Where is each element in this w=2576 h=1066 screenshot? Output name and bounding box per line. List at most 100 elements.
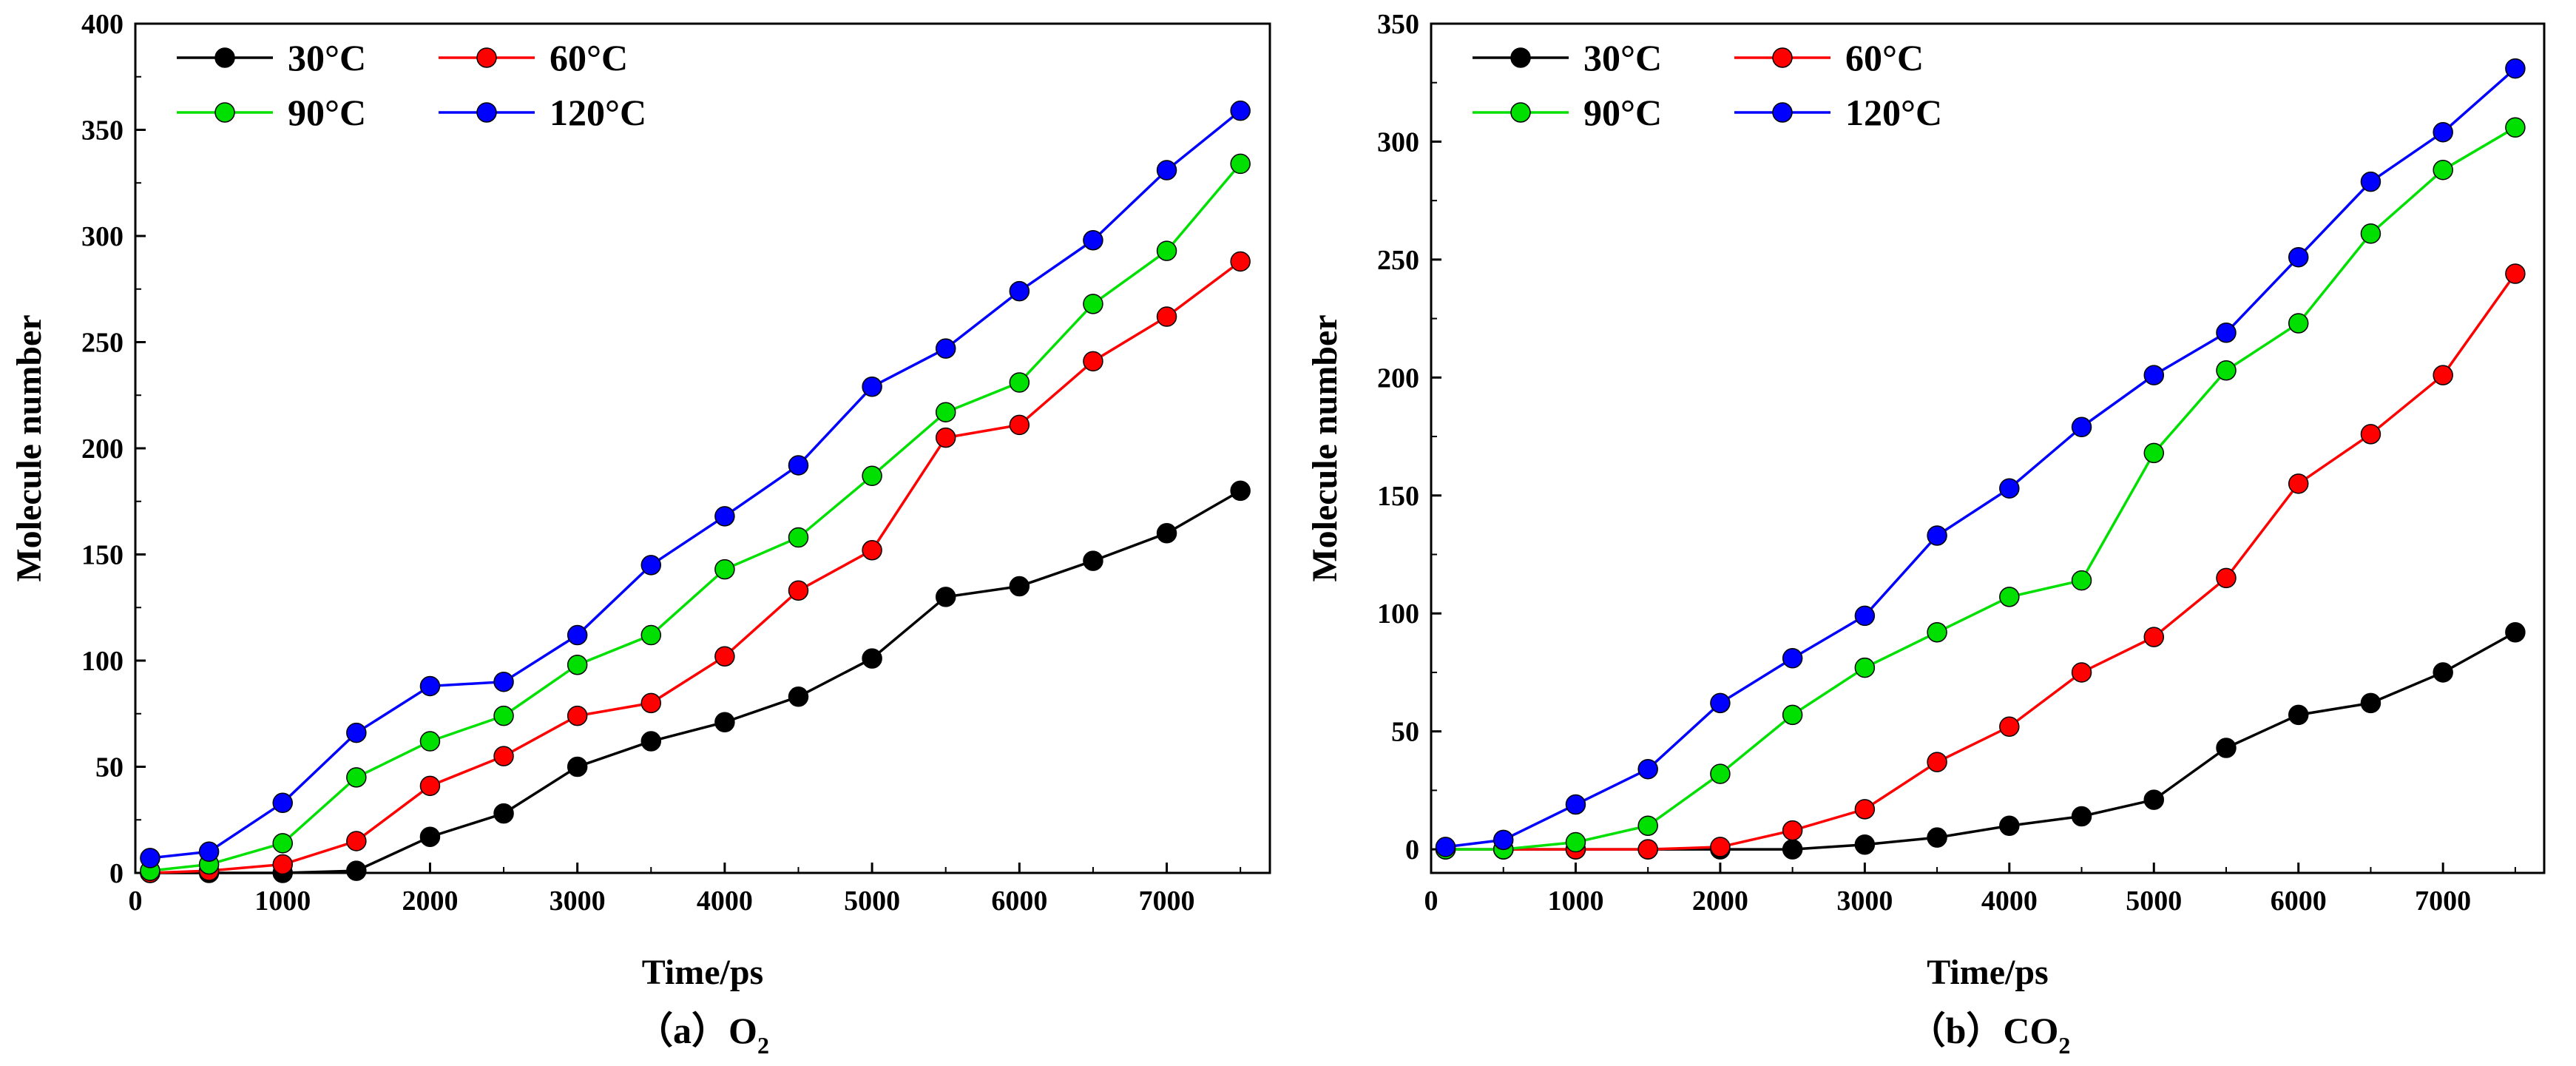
data-point: [1927, 752, 1947, 772]
legend-item: 120°C: [439, 92, 646, 133]
data-point: [862, 377, 882, 397]
data-point: [2071, 662, 2092, 683]
legend-marker: [214, 102, 235, 123]
data-point: [862, 648, 882, 669]
x-tick-label: 3000: [550, 885, 606, 917]
y-tick-label: 350: [81, 115, 124, 146]
data-point: [1156, 160, 1177, 181]
legend-label: 90°C: [1583, 92, 1662, 133]
series-line: [149, 109, 1242, 860]
data-point: [272, 833, 293, 854]
data-point: [2288, 246, 2309, 268]
chart-panel-a: 0 1000 2000 3000 4000 5000 6000 7000 0 50 100 150 20…: [10, 9, 1271, 1059]
data-point: [1009, 372, 1030, 393]
data-point: [1854, 605, 1876, 627]
data-point: [862, 540, 882, 561]
data-point: [1083, 229, 1103, 251]
data-point: [1854, 799, 1876, 820]
x-tick-label: 0: [1424, 885, 1439, 917]
data-point: [2071, 806, 2092, 827]
data-point: [493, 803, 514, 824]
data-point: [1435, 837, 1456, 857]
data-point: [1156, 240, 1177, 261]
legend-item: 90°C: [177, 92, 366, 133]
data-point: [1230, 251, 1251, 272]
data-point: [1230, 480, 1251, 502]
y-tick-label: 250: [1377, 245, 1419, 276]
data-point: [1230, 100, 1251, 121]
data-point: [2288, 313, 2309, 334]
data-point: [2143, 365, 2165, 385]
data-point: [788, 527, 809, 548]
x-tick-label: 0: [129, 885, 143, 917]
data-point: [2360, 171, 2381, 192]
data-point: [1927, 525, 1947, 546]
y-tick-label: 150: [81, 540, 124, 571]
data-point: [1083, 550, 1103, 571]
data-point: [2216, 322, 2237, 343]
data-point: [1710, 692, 1731, 714]
data-point: [1927, 621, 1947, 643]
data-point: [493, 671, 514, 692]
series-line: [149, 489, 1242, 874]
data-point: [1156, 306, 1177, 327]
data-point: [419, 675, 441, 697]
data-point: [2505, 263, 2526, 284]
x-tick-label: 4000: [1981, 885, 2038, 917]
data-point: [1927, 827, 1947, 848]
data-point: [419, 775, 441, 797]
data-point: [1999, 716, 2020, 738]
y-tick-label: 0: [109, 858, 124, 889]
y-axis-title: Molecule number: [10, 314, 49, 581]
data-point: [1156, 523, 1177, 544]
data-point: [788, 580, 809, 601]
data-point: [714, 712, 735, 732]
data-point: [640, 692, 662, 714]
data-point: [493, 746, 514, 766]
legend-label: 120°C: [550, 92, 646, 133]
data-point: [640, 624, 662, 646]
legend-item: 120°C: [1734, 92, 1942, 133]
data-point: [1782, 820, 1803, 841]
series-line: [1445, 67, 2517, 849]
x-tick-label: 2000: [1692, 885, 1748, 917]
data-point: [2505, 621, 2526, 643]
legend-marker: [1510, 47, 1531, 68]
data-point: [2505, 117, 2526, 138]
data-point: [935, 587, 956, 607]
y-tick-label: 200: [1377, 362, 1419, 394]
legend-item: 60°C: [1734, 37, 1924, 78]
data-point: [272, 792, 293, 814]
data-point: [2288, 704, 2309, 726]
data-point: [2360, 424, 2381, 445]
legend-marker: [476, 47, 497, 68]
data-point: [2071, 416, 2092, 438]
data-point: [346, 831, 367, 851]
data-point: [2505, 58, 2526, 79]
data-point: [1999, 478, 2020, 499]
data-point: [1637, 758, 1658, 780]
data-point: [1710, 837, 1731, 857]
plot-frame: [134, 22, 1271, 874]
x-tick-label: 7000: [1139, 885, 1195, 917]
data-point: [1009, 576, 1030, 597]
x-tick-label: 5000: [2126, 885, 2182, 917]
data-point: [1230, 153, 1251, 175]
caption-species: CO: [2003, 1010, 2058, 1051]
data-point: [567, 756, 588, 777]
y-tick-label: 100: [81, 646, 124, 677]
legend-marker: [1772, 102, 1793, 123]
data-point: [567, 654, 588, 675]
data-point: [2216, 360, 2237, 381]
panel-label: （b）: [1909, 1010, 2004, 1051]
chart-panel-b: 0 1000 2000 3000 4000 5000 6000 7000 0 50 100 150 20…: [1305, 9, 2546, 1059]
caption-subscript: 2: [757, 1032, 769, 1059]
data-point: [935, 338, 956, 359]
data-point: [1009, 280, 1030, 302]
x-tick-label: 2000: [402, 885, 458, 917]
data-point: [935, 427, 956, 448]
legend-marker: [214, 47, 235, 68]
y-tick-label: 250: [81, 328, 124, 359]
legend-item: 30°C: [177, 37, 366, 78]
data-point: [1565, 794, 1586, 815]
